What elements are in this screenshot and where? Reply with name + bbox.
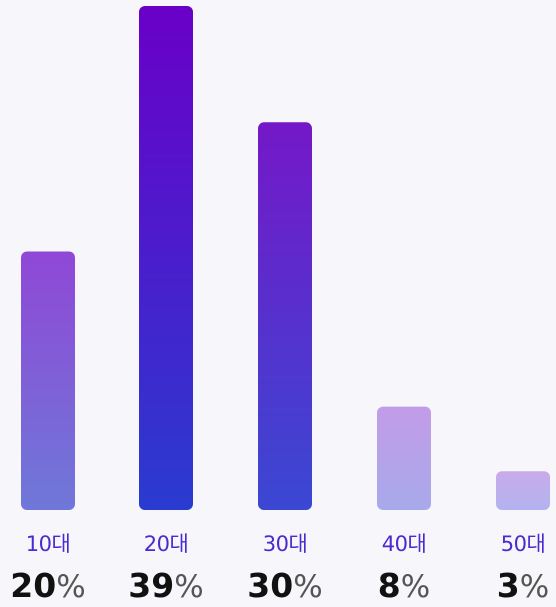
value-unit-5: %	[519, 569, 550, 605]
value-number-3: 30	[247, 566, 294, 605]
bar-3	[258, 122, 312, 511]
value-unit-3: %	[293, 569, 323, 605]
bar-4	[377, 406, 431, 510]
category-label-4: 40대	[381, 532, 427, 556]
value-label-4: 8%	[349, 566, 459, 605]
value-label-3: 30%	[230, 566, 340, 605]
value-number-4: 8	[377, 566, 401, 605]
value-number-2: 39	[128, 566, 175, 605]
value-label-1: 20%	[0, 566, 103, 605]
value-unit-1: %	[56, 569, 86, 605]
category-label-2: 20대	[143, 532, 189, 556]
value-label-5: 3%	[468, 566, 556, 605]
bar-2	[139, 6, 193, 510]
bar-5	[496, 471, 550, 510]
category-label-1: 10대	[25, 532, 71, 556]
value-number-5: 3	[496, 566, 520, 605]
value-unit-2: %	[174, 569, 204, 605]
category-label-3: 30대	[262, 532, 308, 556]
value-unit-4: %	[400, 569, 431, 605]
value-label-2: 39%	[111, 566, 221, 605]
category-label-5: 50대	[500, 532, 546, 556]
value-number-1: 20	[10, 566, 57, 605]
bar-1	[21, 251, 75, 511]
